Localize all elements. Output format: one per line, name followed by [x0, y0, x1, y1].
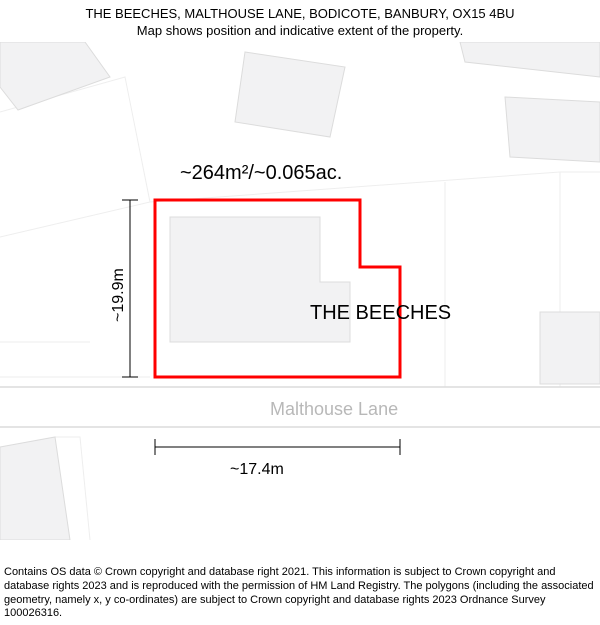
property-label: THE BEECHES [310, 302, 451, 325]
map-svg [0, 42, 600, 540]
footer-copyright: Contains OS data © Crown copyright and d… [4, 566, 596, 621]
map-container: THE BEECHES, MALTHOUSE LANE, BODICOTE, B… [0, 0, 600, 625]
street-label: Malthouse Lane [270, 399, 398, 420]
dimension-vertical-label: ~19.9m [110, 268, 128, 322]
area-label: ~264m²/~0.065ac. [180, 162, 342, 185]
page-title: THE BEECHES, MALTHOUSE LANE, BODICOTE, B… [0, 0, 600, 23]
map-area: ~264m²/~0.065ac. THE BEECHES Malthouse L… [0, 42, 600, 540]
page-subtitle: Map shows position and indicative extent… [0, 23, 600, 42]
dimension-horizontal-label: ~17.4m [230, 461, 284, 479]
